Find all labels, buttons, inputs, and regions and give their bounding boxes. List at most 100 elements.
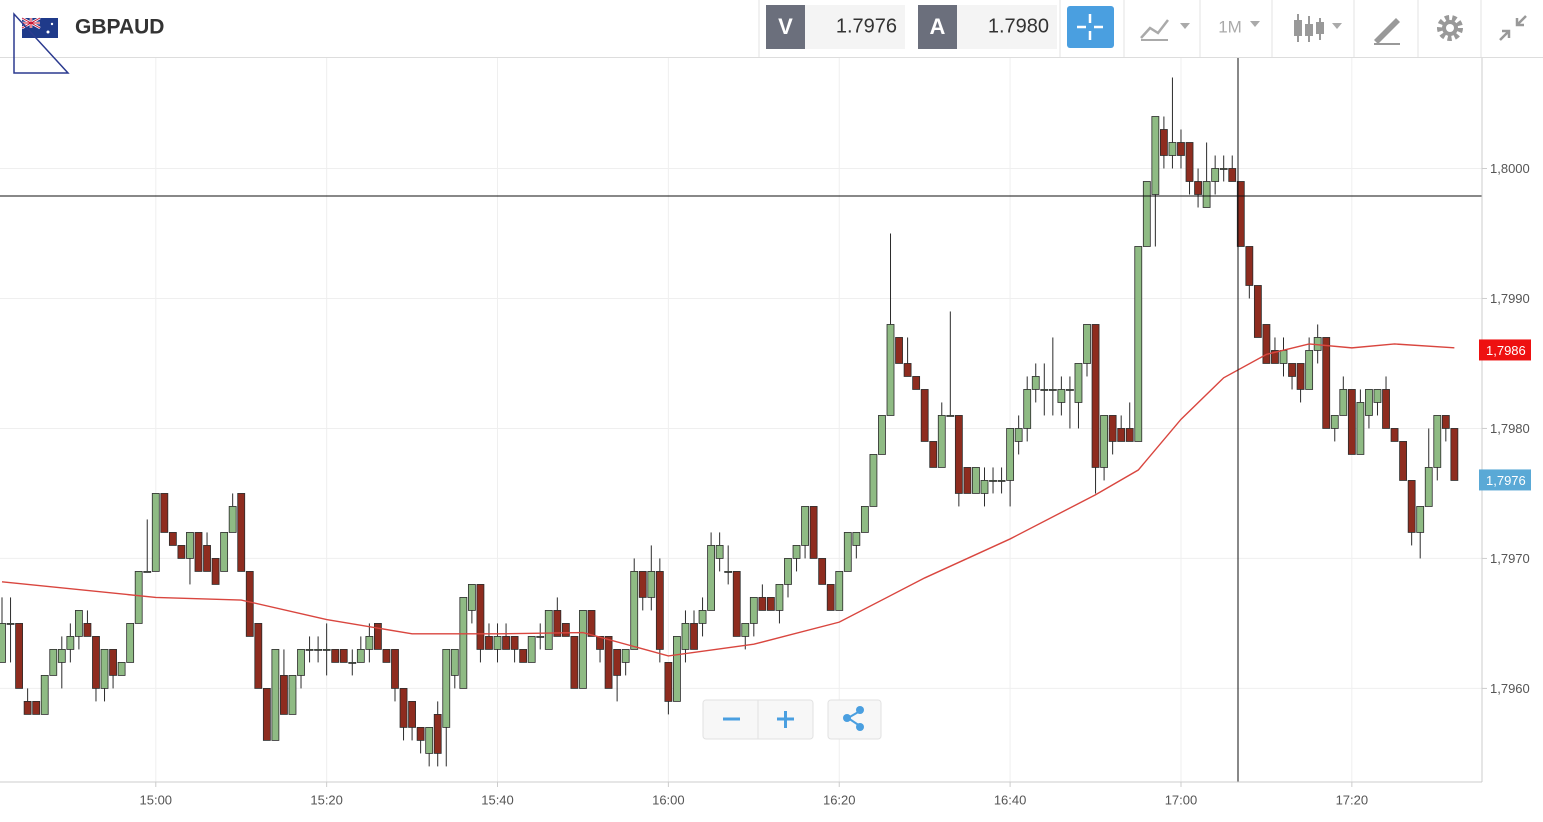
zoom-in-button[interactable] bbox=[777, 711, 794, 728]
candle-body bbox=[579, 610, 587, 689]
ask-box[interactable]: A 1.7980 bbox=[918, 5, 1057, 49]
candle-body bbox=[339, 649, 348, 663]
x-tick-label: 16:00 bbox=[652, 792, 685, 807]
candle-body bbox=[382, 649, 391, 663]
x-tick-label: 15:20 bbox=[310, 792, 343, 807]
candle-body bbox=[860, 506, 869, 533]
candle-body bbox=[510, 636, 519, 650]
candle-body bbox=[784, 558, 792, 585]
candle-body bbox=[83, 623, 92, 637]
candle-body bbox=[818, 558, 827, 585]
candle-body bbox=[1100, 415, 1108, 468]
settings-button[interactable] bbox=[1437, 15, 1463, 41]
candle-body bbox=[143, 571, 152, 573]
candle-body bbox=[664, 662, 673, 702]
candle-body bbox=[1356, 402, 1365, 455]
candle-body bbox=[32, 701, 41, 715]
candle-body bbox=[937, 415, 946, 468]
candle-body bbox=[1416, 506, 1425, 533]
candle-body bbox=[262, 688, 271, 741]
candle-body bbox=[348, 662, 357, 664]
candle-body bbox=[519, 649, 528, 663]
candle-body bbox=[92, 636, 100, 689]
candle-body bbox=[502, 636, 510, 650]
candle-body bbox=[356, 649, 365, 663]
candle-body bbox=[1134, 246, 1143, 442]
candle-body bbox=[0, 623, 6, 663]
candle-button[interactable] bbox=[1294, 14, 1342, 42]
candle-body bbox=[1014, 428, 1023, 442]
candle-body bbox=[869, 454, 878, 507]
candle-body bbox=[895, 337, 903, 364]
share-button[interactable] bbox=[843, 706, 864, 731]
candle-body bbox=[835, 571, 844, 611]
candle-body bbox=[49, 649, 58, 676]
candle-body bbox=[1040, 389, 1049, 391]
candle-body bbox=[160, 493, 169, 533]
timeframe: 1M bbox=[1218, 17, 1242, 36]
candle-body bbox=[630, 571, 639, 650]
candle-body bbox=[980, 480, 989, 494]
candle-body bbox=[237, 493, 246, 572]
candle-body bbox=[1228, 168, 1237, 182]
candle-body bbox=[126, 623, 135, 663]
candle-body bbox=[40, 675, 49, 715]
plot bbox=[0, 77, 1459, 767]
corner-marker bbox=[13, 12, 70, 74]
chart-type-button[interactable] bbox=[1140, 19, 1190, 41]
candle-body bbox=[1177, 142, 1185, 156]
candle-body bbox=[228, 506, 237, 533]
bid-price: 1.7976 bbox=[836, 15, 897, 37]
candle-body bbox=[886, 324, 895, 416]
draw-button[interactable] bbox=[1374, 18, 1400, 45]
candle-body bbox=[878, 415, 886, 455]
x-tick-label: 17:20 bbox=[1336, 792, 1369, 807]
candle-body bbox=[570, 636, 579, 689]
candle-body bbox=[1194, 181, 1202, 195]
candle-body bbox=[997, 480, 1006, 482]
candle-body bbox=[553, 610, 562, 637]
candle-body bbox=[425, 727, 434, 754]
candle-body bbox=[1450, 428, 1459, 481]
collapse-button[interactable] bbox=[1499, 15, 1527, 41]
candle-body bbox=[792, 545, 801, 559]
candle-body bbox=[194, 532, 203, 572]
candle-body bbox=[1373, 389, 1382, 403]
candle-body bbox=[929, 441, 938, 468]
candle-body bbox=[211, 558, 220, 585]
timeframe-button[interactable]: 1M bbox=[1218, 17, 1260, 36]
candle-body bbox=[1288, 363, 1296, 377]
y-tick-label: 1,7960 bbox=[1490, 681, 1530, 696]
candle-body bbox=[1253, 285, 1262, 338]
zoom-controls bbox=[702, 699, 882, 740]
candle-body bbox=[826, 584, 835, 611]
candle-body bbox=[963, 467, 972, 494]
candle-body bbox=[1305, 350, 1314, 390]
y-tick-label: 1,8000 bbox=[1490, 161, 1530, 176]
candle-body bbox=[280, 675, 288, 715]
candle-body bbox=[100, 649, 109, 689]
bid-box[interactable]: V 1.7976 bbox=[766, 5, 905, 49]
candle-body bbox=[1245, 246, 1254, 286]
candle-body bbox=[442, 649, 451, 728]
candle-body bbox=[1399, 441, 1408, 481]
candle-body bbox=[1365, 389, 1373, 416]
candle-body bbox=[1347, 389, 1356, 455]
crosshair-button[interactable] bbox=[1067, 6, 1114, 48]
candle-body bbox=[1433, 415, 1442, 468]
candle-body bbox=[493, 636, 502, 650]
candle-body bbox=[655, 571, 664, 650]
candle-body bbox=[485, 636, 493, 650]
candle-body bbox=[741, 623, 750, 637]
candle-body bbox=[1031, 376, 1040, 390]
candle-body bbox=[767, 597, 775, 611]
candle-body bbox=[903, 363, 912, 377]
candle-body bbox=[305, 649, 314, 651]
candle-body bbox=[271, 649, 280, 741]
price-tag bbox=[1479, 339, 1531, 361]
candle-body bbox=[1006, 428, 1015, 481]
candle-body bbox=[134, 571, 143, 624]
candle-body bbox=[1083, 324, 1091, 364]
candle-body bbox=[673, 636, 681, 702]
candle-body bbox=[954, 415, 963, 494]
